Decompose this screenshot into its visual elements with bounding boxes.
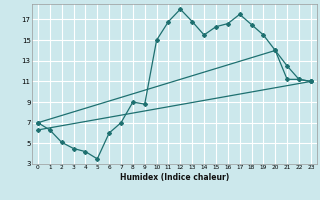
- X-axis label: Humidex (Indice chaleur): Humidex (Indice chaleur): [120, 173, 229, 182]
